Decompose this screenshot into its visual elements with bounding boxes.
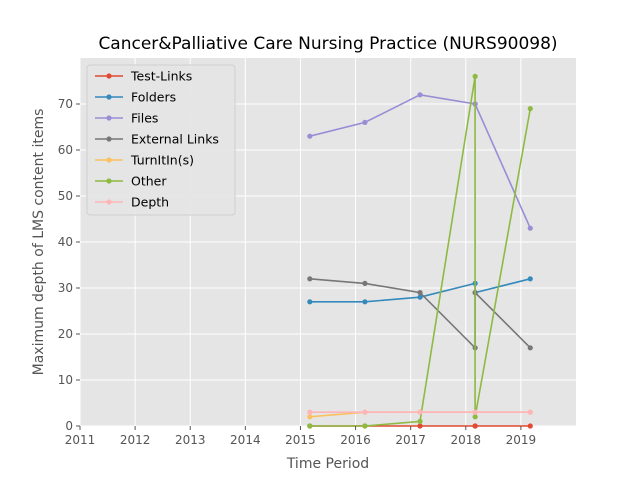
y-tick-label: 40 [58,235,73,249]
data-point-depth [527,409,533,415]
legend-label: Other [131,174,167,189]
data-point-test-links [472,423,478,429]
y-axis-label: Maximum depth of LMS content items [31,109,47,376]
data-point-folders [527,276,533,282]
legend-label: Depth [131,195,169,210]
x-tick-label: 2015 [285,433,316,447]
legend-label: Test-Links [130,69,192,84]
data-point-external-links [307,276,313,282]
y-tick-label: 60 [58,143,73,157]
x-tick-label: 2013 [175,433,206,447]
data-point-test-links [417,423,423,429]
x-tick-label: 2016 [340,433,371,447]
x-tick-label: 2011 [65,433,96,447]
x-tick-label: 2017 [395,433,426,447]
legend-marker [106,178,112,184]
legend-marker [106,73,112,79]
data-point-other [472,414,478,420]
y-tick-label: 0 [65,419,73,433]
x-tick-label: 2018 [451,433,482,447]
x-tick-label: 2019 [506,433,537,447]
data-point-folders [307,299,313,305]
legend-marker [106,199,112,205]
data-point-other [362,423,368,429]
series-group [307,73,533,429]
legend-marker [106,94,112,100]
legend: Test-Links Folders Files External Links Turn… [86,64,236,216]
data-point-depth [362,409,368,415]
legend-marker [106,157,112,163]
data-point-depth [307,409,313,415]
series-line-external-links [309,278,531,350]
data-point-depth [417,409,423,415]
chart-title: Cancer&Palliative Care Nursing Practice … [98,34,557,54]
data-point-depth [472,409,478,415]
x-tick-label: 2012 [120,433,151,447]
legend-label: TurnItIn(s) [130,153,194,168]
data-point-files [307,133,313,139]
y-axis-ticks: 0 10 20 30 40 50 60 70 [58,97,80,433]
y-tick-label: 30 [58,281,73,295]
data-point-test-links [527,423,533,429]
y-tick-label: 10 [58,373,73,387]
legend-box [86,64,236,216]
data-point-files [527,225,533,231]
x-tick-label: 2014 [230,433,261,447]
series-line-folders [309,278,531,303]
legend-label: External Links [131,132,219,147]
data-point-folders [417,294,423,300]
data-point-other [472,73,478,79]
legend-marker [106,115,112,121]
y-tick-label: 20 [58,327,73,341]
data-point-folders [362,299,368,305]
data-point-external-links [527,345,533,351]
legend-label: Files [131,111,158,126]
data-point-other [417,418,423,424]
data-point-files [362,119,368,125]
y-tick-label: 70 [58,97,73,111]
data-point-other [307,423,313,429]
data-point-turnitin-s [307,414,313,420]
data-point-other [527,106,533,112]
x-axis-label: Time Period [286,456,369,472]
x-axis-ticks: 2011 2012 2013 2014 2015 2016 2017 2018 2019 [65,426,536,447]
data-point-files [417,92,423,98]
legend-marker [106,136,112,142]
data-point-external-links [362,280,368,286]
data-point-external-links [417,290,423,296]
legend-label: Folders [131,90,176,105]
y-tick-label: 50 [58,189,73,203]
